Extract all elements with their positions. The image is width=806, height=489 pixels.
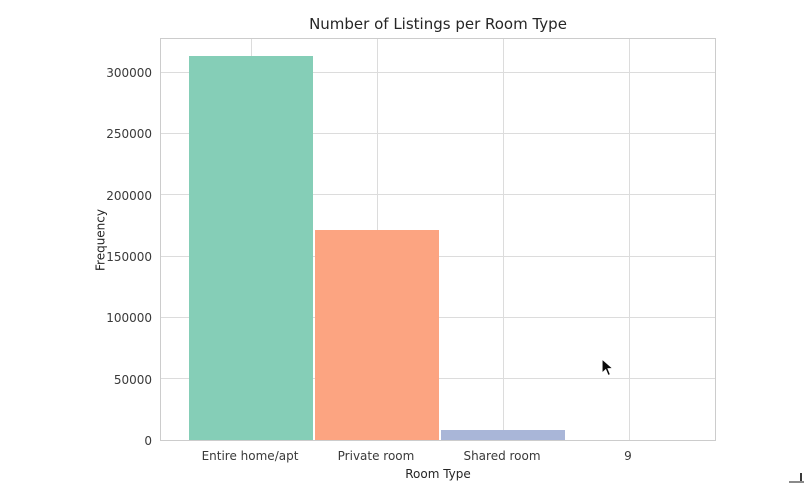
plot-area bbox=[160, 38, 716, 441]
x-gridline bbox=[628, 39, 630, 440]
y-gridline bbox=[161, 132, 715, 134]
bar-entire-home-apt bbox=[189, 56, 313, 440]
y-gridline bbox=[161, 71, 715, 73]
bar-shared-room bbox=[441, 430, 565, 440]
y-tick-label: 100000 bbox=[106, 311, 152, 326]
y-tick-label: 300000 bbox=[106, 66, 152, 80]
y-tick-label: 250000 bbox=[106, 127, 152, 142]
y-tick-label: 200000 bbox=[106, 188, 152, 203]
y-gridline bbox=[161, 194, 715, 196]
x-tick-label-shared-room: Shared room bbox=[463, 449, 541, 463]
y-tick-label: 150000 bbox=[106, 250, 152, 264]
x-tick-label-entire-home-apt: Entire home/apt bbox=[201, 449, 299, 463]
corner-bracket-icon bbox=[789, 473, 804, 483]
bar-private-room bbox=[315, 230, 439, 440]
x-axis-label: Room Type bbox=[405, 467, 471, 481]
y-tick-label: 50000 bbox=[113, 372, 152, 387]
chart-title: Number of Listings per Room Type bbox=[309, 15, 567, 33]
y-tick-label: 0 bbox=[144, 434, 152, 448]
x-gridline bbox=[502, 39, 504, 440]
x-tick-label-private-room: Private room bbox=[337, 449, 415, 463]
x-tick-label-9: 9 bbox=[624, 449, 632, 463]
